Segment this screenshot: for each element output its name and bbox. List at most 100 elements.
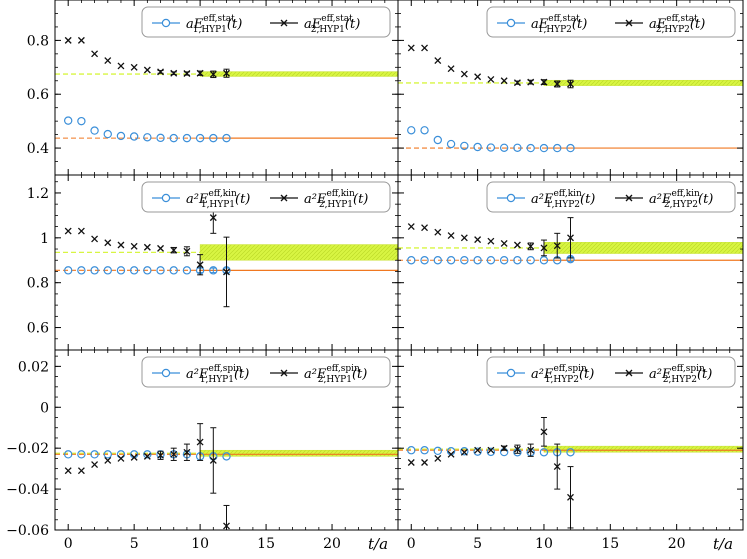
- legend-label-series2: a²Eeff,kin 2,HYP2(t): [649, 189, 713, 210]
- legend: aEeff,stat 1,HYP1(t) aEeff,stat 2,HYP1(t): [141, 6, 391, 38]
- data-point-series1: [209, 133, 218, 143]
- data-point-series1: [129, 132, 139, 141]
- data-point-series2: [117, 241, 125, 249]
- legend-marker-series2: [280, 19, 288, 27]
- data-point-series2: [407, 459, 415, 466]
- data-point-series2: [553, 242, 561, 250]
- data-point-series2: [143, 452, 151, 460]
- legend-box: [141, 356, 391, 388]
- data-point-series1: [407, 126, 416, 135]
- data-point-series2: [104, 456, 112, 464]
- fit-band-series2: [543, 242, 743, 254]
- data-point-series2: [421, 224, 428, 232]
- fit-band-series2: [543, 79, 743, 86]
- data-point-series2: [527, 446, 535, 454]
- data-point-series1: [103, 129, 112, 139]
- data-point-series2: [540, 244, 548, 252]
- y-tick-label: 0.6: [27, 321, 49, 337]
- data-point-series2: [487, 75, 495, 83]
- data-point-series1: [103, 450, 112, 459]
- data-point-series1: [103, 266, 112, 275]
- data-point-series2: [460, 234, 468, 242]
- x-tick-label: 10: [535, 536, 553, 552]
- data-point-series2: [567, 80, 574, 88]
- data-point-series1: [63, 450, 73, 459]
- data-point-series1: [420, 256, 429, 265]
- data-point-series2: [474, 73, 482, 81]
- data-point-series1: [156, 266, 165, 275]
- data-point-series2: [447, 450, 455, 458]
- data-point-series2: [553, 80, 561, 88]
- data-point-series1: [486, 143, 496, 152]
- data-point-series1: [156, 133, 165, 143]
- data-point-series2: [540, 78, 548, 86]
- data-point-series2: [209, 70, 217, 78]
- data-point-series2: [500, 444, 508, 452]
- legend-box: [141, 181, 391, 213]
- legend-label-series1: a²Eeff,kin 1,HYP2(t): [531, 189, 595, 210]
- legend-label-series2: aEeff,stat 2,HYP2(t): [649, 14, 705, 35]
- legend-marker-series2: [280, 194, 288, 202]
- data-point-series1: [77, 116, 86, 126]
- data-point-series2: [117, 62, 125, 70]
- panel-row2-left: 0.6 0.8 1 1.2 a²Eeff,kin 1,HYP1(t) a²Eeff,kin 2…: [27, 174, 399, 351]
- y-tick-label: 0.02: [18, 359, 49, 375]
- plot-area: [55, 201, 398, 308]
- legend-marker-series2: [280, 369, 288, 377]
- data-point-series1: [473, 142, 482, 152]
- legend-marker-series1: [506, 193, 516, 203]
- data-point-series1: [566, 448, 575, 457]
- data-point-series1: [182, 266, 192, 275]
- data-point-series1: [129, 266, 139, 275]
- x-tick-label: 0: [407, 536, 416, 552]
- data-point-series1: [90, 450, 99, 459]
- data-point-series1: [116, 266, 126, 275]
- x-tick-label: 0: [64, 536, 73, 552]
- legend-label-series2: a²Eeff,spin 2,HYP1(t): [304, 364, 367, 385]
- data-point-series2: [447, 232, 455, 240]
- legend-marker-series1: [161, 368, 171, 378]
- panel-row1-right: aEeff,stat 1,HYP2(t) aEeff,stat 2,HYP2(t): [397, 0, 744, 176]
- data-point-series2: [421, 44, 428, 52]
- y-tick-label: 0: [40, 400, 49, 416]
- data-point-series1: [143, 450, 152, 459]
- data-point-series2: [434, 228, 442, 236]
- legend-label-series2: a²Eeff,kin 2,HYP1(t): [304, 189, 368, 210]
- data-point-series2: [487, 237, 495, 245]
- data-point-series1: [209, 266, 218, 275]
- legend-marker-series1: [161, 18, 171, 28]
- data-point-series2: [527, 242, 535, 250]
- data-point-series1: [63, 116, 73, 125]
- data-point-series2: [104, 57, 112, 65]
- plot-area: [398, 217, 743, 265]
- data-point-series2: [143, 243, 151, 251]
- data-point-series2: [183, 70, 191, 77]
- data-point-series2: [487, 446, 495, 454]
- x-axis-label: t/a: [368, 535, 388, 553]
- data-point-series2: [434, 454, 442, 462]
- legend: a²Eeff,spin 1,HYP1(t) a²Eeff,spin 2,HYP1(t): [141, 356, 391, 388]
- x-tick-label: 20: [323, 536, 341, 552]
- legend-label-series2: aEeff,stat 2,HYP1(t): [304, 14, 360, 35]
- data-point-series1: [63, 266, 73, 275]
- data-point-series2: [223, 69, 230, 77]
- data-point-series2: [77, 227, 85, 235]
- panel-row3-left: −0.06 −0.04 −0.02 0 0.02 0 5 10 15 20 t/a a²Eeff,sp…: [6, 349, 399, 553]
- data-point-series2: [209, 214, 217, 222]
- data-point-series2: [223, 268, 230, 276]
- data-point-series1: [77, 266, 86, 275]
- legend-box: [486, 356, 736, 388]
- data-point-series2: [91, 235, 99, 243]
- data-point-series1: [90, 266, 99, 275]
- legend-label-series1: a²Eeff,spin 1,HYP1(t): [186, 364, 249, 385]
- data-point-series1: [407, 446, 416, 455]
- data-point-series2: [183, 247, 191, 255]
- data-point-series1: [446, 139, 456, 149]
- legend-marker-series1: [506, 368, 516, 378]
- data-point-series2: [170, 450, 178, 458]
- data-point-series2: [77, 36, 85, 44]
- data-point-series1: [553, 143, 562, 153]
- data-point-series1: [513, 256, 522, 265]
- data-point-series2: [447, 65, 455, 73]
- data-point-series2: [157, 244, 164, 252]
